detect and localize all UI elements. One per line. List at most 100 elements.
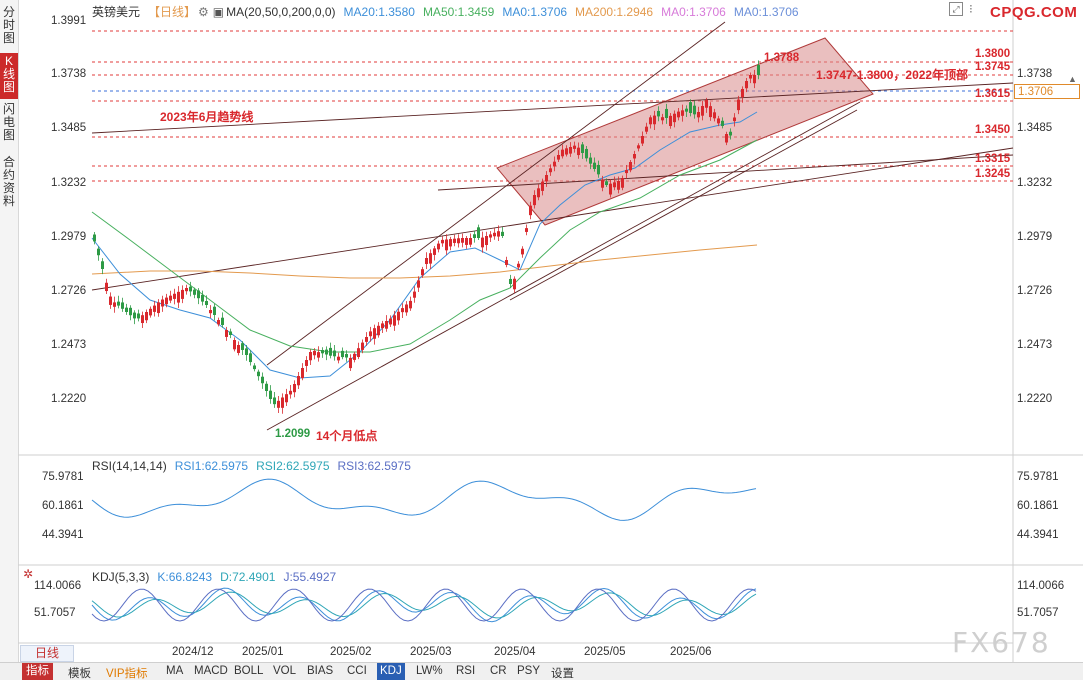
tab-cci[interactable]: CCI	[347, 665, 367, 677]
candle-body	[737, 99, 740, 111]
support-trendline	[437, 154, 1014, 191]
candle-body	[381, 323, 384, 329]
candle-body	[521, 248, 524, 255]
candle-body	[305, 360, 308, 366]
candle-body	[497, 231, 500, 237]
ma-indicator-icon[interactable]: ▣	[212, 5, 225, 19]
candle-body	[609, 183, 612, 195]
candle-body	[101, 261, 104, 269]
candle-body	[449, 239, 452, 247]
ma200-value: MA200:1.2946	[575, 5, 654, 19]
tab-settings[interactable]: 设置	[551, 668, 574, 680]
candle-body	[733, 117, 736, 122]
tab-rsi[interactable]: RSI	[456, 665, 476, 677]
candle-body	[577, 147, 580, 156]
candle-body	[565, 148, 568, 155]
candle-body	[277, 400, 280, 408]
watermark-cpqg: CPQG.COM	[990, 4, 1078, 21]
candle-body	[465, 238, 468, 245]
candle-body	[269, 390, 272, 399]
tab-indicators[interactable]: 指标	[22, 663, 53, 680]
candle-body	[129, 307, 132, 316]
candle-body	[509, 278, 512, 284]
candle-body	[177, 291, 180, 303]
candle-body	[205, 300, 208, 305]
candle-body	[341, 350, 344, 358]
candle-body	[553, 161, 556, 167]
candle-body	[357, 348, 360, 358]
settings-icon[interactable]: ⚙	[198, 5, 209, 19]
rsi-tick-left: 75.9781	[42, 471, 84, 483]
tab-templates[interactable]: 模板	[68, 668, 91, 680]
tab-kdj[interactable]: KDJ	[377, 663, 405, 680]
tab-psy[interactable]: PSY	[517, 665, 541, 677]
price-tick-left: 1.2473	[51, 339, 87, 351]
tab-ma[interactable]: MA	[166, 665, 184, 677]
candle-body	[173, 293, 176, 299]
price-tick-right: 1.2726	[1017, 285, 1053, 297]
candle-body	[285, 394, 288, 403]
candle-body	[201, 294, 204, 302]
price-tick-right: 1.2473	[1017, 339, 1053, 351]
tab-boll[interactable]: BOLL	[234, 665, 264, 677]
tab-vip-indicators[interactable]: VIP指标	[106, 668, 148, 680]
period-selector[interactable]: 日线	[20, 645, 74, 662]
candle-body	[673, 113, 676, 123]
tab-timeshare[interactable]: 分时图	[2, 5, 15, 45]
candle-body	[377, 325, 380, 336]
candle-body	[353, 353, 356, 360]
candle-body	[501, 231, 504, 236]
candle-body	[517, 263, 520, 268]
tab-lw[interactable]: LW%	[416, 665, 443, 677]
channel-lower-line	[266, 101, 861, 431]
candle-body	[453, 238, 456, 243]
candle-body	[181, 289, 184, 299]
candle-body	[317, 352, 320, 358]
candle-body	[217, 320, 220, 325]
candle-body	[685, 108, 688, 112]
time-tick: 2025/04	[494, 646, 536, 658]
channel-upper-line	[266, 21, 726, 366]
tab-macd[interactable]: MACD	[194, 665, 228, 677]
candle-body	[669, 115, 672, 127]
candle-body	[165, 297, 168, 305]
current-price-tag: 1.3706	[1014, 84, 1080, 99]
candle-body	[257, 371, 260, 377]
symbol-name: 英镑美元	[92, 5, 141, 19]
ma0-value-3: MA0:1.3706	[733, 5, 799, 19]
candle-body	[649, 117, 652, 125]
candle-body	[389, 318, 392, 325]
tab-contract-info[interactable]: 合约资料	[2, 155, 15, 208]
candle-body	[169, 295, 172, 301]
candle-body	[157, 302, 160, 314]
price-tick-left: 1.3232	[51, 177, 87, 189]
tab-vol[interactable]: VOL	[273, 665, 297, 677]
candle-body	[293, 384, 296, 393]
level-label: 1.3245	[975, 168, 1011, 180]
menu-icon[interactable]: ⁝	[969, 2, 973, 16]
candle-body	[241, 343, 244, 350]
level-label: 1.3450	[975, 124, 1011, 136]
candle-body	[697, 112, 700, 118]
candle-body	[725, 134, 728, 143]
candle-body	[461, 238, 464, 243]
tab-cr[interactable]: CR	[490, 665, 507, 677]
level-label: 1.3800	[975, 48, 1011, 60]
candle-body	[421, 269, 424, 276]
candle-body	[113, 302, 116, 307]
candle-body	[481, 237, 484, 248]
rsi2-value: RSI2:62.5975	[256, 459, 330, 473]
kdj-settings-icon[interactable]: ✲	[23, 567, 34, 581]
tab-bias[interactable]: BIAS	[307, 665, 334, 677]
low-note: 14个月低点	[316, 429, 378, 443]
chevron-up-icon[interactable]: ▲	[1068, 74, 1077, 84]
tab-flash[interactable]: 闪电图	[2, 102, 15, 142]
kdj-tick-left: 114.0066	[34, 580, 82, 592]
fullscreen-icon[interactable]: ⤢	[949, 2, 963, 16]
candle-body	[713, 112, 716, 119]
candle-body	[705, 100, 708, 108]
candle-body	[117, 301, 120, 306]
candle-body	[485, 236, 488, 246]
candle-body	[561, 149, 564, 157]
